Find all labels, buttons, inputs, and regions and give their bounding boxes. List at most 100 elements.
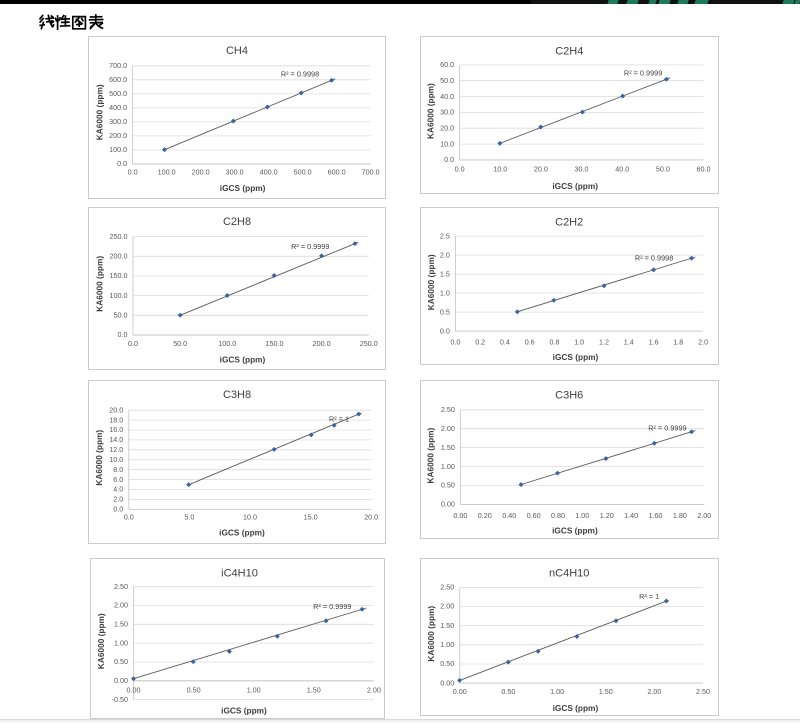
svg-text:R² = 0.9998: R² = 0.9998 [280,69,318,78]
svg-text:150.0: 150.0 [265,339,283,348]
svg-text:2.00: 2.00 [441,424,455,433]
svg-text:2.50: 2.50 [114,582,128,591]
svg-text:2.50: 2.50 [441,582,455,591]
svg-text:0.0: 0.0 [440,326,450,335]
svg-text:500.0: 500.0 [293,167,311,176]
svg-text:2.0: 2.0 [113,495,123,504]
svg-text:10.0: 10.0 [109,455,123,464]
svg-text:0.8: 0.8 [550,337,560,346]
svg-text:0.00: 0.00 [127,686,141,695]
svg-text:R² = 0.9999: R² = 0.9999 [649,424,687,433]
svg-text:R² = 0.9998: R² = 0.9998 [635,253,673,262]
svg-text:60.0: 60.0 [697,164,711,173]
svg-text:250.0: 250.0 [359,339,377,348]
svg-text:250.0: 250.0 [109,232,127,241]
svg-text:iC4H10: iC4H10 [221,567,258,579]
svg-text:200.0: 200.0 [109,131,127,140]
svg-text:0.00: 0.00 [454,511,468,520]
svg-text:1.60: 1.60 [649,511,663,520]
svg-text:KA6000 (ppm): KA6000 (ppm) [94,430,104,486]
svg-text:1.50: 1.50 [441,620,455,629]
svg-text:iGCS (ppm): iGCS (ppm) [553,702,599,712]
svg-text:400.0: 400.0 [259,167,277,176]
svg-text:C3H8: C3H8 [222,389,250,401]
svg-text:0.6: 0.6 [525,337,535,346]
svg-text:700.0: 700.0 [361,167,379,176]
svg-text:15.0: 15.0 [303,512,317,521]
svg-text:0.00: 0.00 [453,687,467,696]
svg-text:2.50: 2.50 [441,405,455,414]
svg-text:20.0: 20.0 [109,405,123,414]
svg-text:1.00: 1.00 [441,462,455,471]
svg-text:300.0: 300.0 [109,117,127,126]
svg-text:6.0: 6.0 [113,475,123,484]
svg-text:CH4: CH4 [225,44,247,56]
svg-text:iGCS (ppm): iGCS (ppm) [552,526,598,536]
svg-text:1.0: 1.0 [574,337,584,346]
svg-text:5.0: 5.0 [184,512,194,521]
svg-text:2.0: 2.0 [698,337,708,346]
svg-text:100.0: 100.0 [218,339,236,348]
svg-text:R² = 1: R² = 1 [328,415,348,424]
svg-text:0.50: 0.50 [114,657,128,666]
svg-text:-0.50: -0.50 [112,695,128,704]
svg-text:R² = 0.9999: R² = 0.9999 [313,602,351,611]
svg-text:2.00: 2.00 [698,511,712,520]
svg-text:KA6000 (ppm): KA6000 (ppm) [94,255,104,311]
svg-text:1.2: 1.2 [599,337,609,346]
svg-text:C3H6: C3H6 [555,390,583,402]
svg-text:2.00: 2.00 [441,601,455,610]
svg-text:1.00: 1.00 [550,687,564,696]
svg-text:iGCS (ppm): iGCS (ppm) [553,352,599,362]
svg-text:150.0: 150.0 [109,271,127,280]
svg-text:KA6000 (ppm): KA6000 (ppm) [94,84,104,140]
svg-text:iGCS (ppm): iGCS (ppm) [219,354,265,364]
svg-text:0.0: 0.0 [455,164,465,173]
svg-text:50.0: 50.0 [440,75,454,84]
svg-text:40.0: 40.0 [615,164,629,173]
svg-text:0.0: 0.0 [451,337,461,346]
svg-text:600.0: 600.0 [109,75,127,84]
svg-text:C2H8: C2H8 [222,216,250,228]
svg-text:1.80: 1.80 [673,511,687,520]
svg-text:50.0: 50.0 [113,310,127,319]
svg-text:18.0: 18.0 [109,415,123,424]
svg-text:0.0: 0.0 [117,330,127,339]
svg-text:1.50: 1.50 [114,619,128,628]
svg-text:0.4: 0.4 [500,337,510,346]
svg-text:0.0: 0.0 [117,159,127,168]
svg-text:16.0: 16.0 [109,425,123,434]
svg-text:iGCS (ppm): iGCS (ppm) [219,528,265,538]
svg-text:1.00: 1.00 [247,686,261,695]
svg-text:R² = 0.9999: R² = 0.9999 [624,68,662,77]
svg-text:500.0: 500.0 [109,89,127,98]
svg-text:14.0: 14.0 [109,435,123,444]
svg-text:10.0: 10.0 [440,139,454,148]
svg-text:4.0: 4.0 [113,485,123,494]
svg-text:1.00: 1.00 [441,640,455,649]
svg-text:30.0: 30.0 [440,107,454,116]
svg-text:1.4: 1.4 [624,337,634,346]
svg-text:0.40: 0.40 [502,511,516,520]
svg-text:KA6000 (ppm): KA6000 (ppm) [96,613,106,669]
svg-text:60.0: 60.0 [440,60,454,69]
svg-text:0.00: 0.00 [441,500,455,509]
svg-text:20.0: 20.0 [534,164,548,173]
svg-text:50.0: 50.0 [656,164,670,173]
svg-text:nC4H10: nC4H10 [549,567,589,579]
svg-text:10.0: 10.0 [493,164,507,173]
svg-text:1.8: 1.8 [674,337,684,346]
svg-text:10.0: 10.0 [243,512,257,521]
svg-text:0.80: 0.80 [551,511,565,520]
svg-text:R² = 1: R² = 1 [639,592,659,601]
svg-text:0.20: 0.20 [478,511,492,520]
svg-text:40.0: 40.0 [440,91,454,100]
svg-text:8.0: 8.0 [113,465,123,474]
svg-text:0.0: 0.0 [128,339,138,348]
svg-text:C2H4: C2H4 [556,45,584,57]
svg-text:KA6000 (ppm): KA6000 (ppm) [426,605,436,661]
svg-text:1.00: 1.00 [576,511,590,520]
svg-text:200.0: 200.0 [312,339,330,348]
svg-text:C2H2: C2H2 [555,216,583,228]
svg-text:1.6: 1.6 [649,337,659,346]
